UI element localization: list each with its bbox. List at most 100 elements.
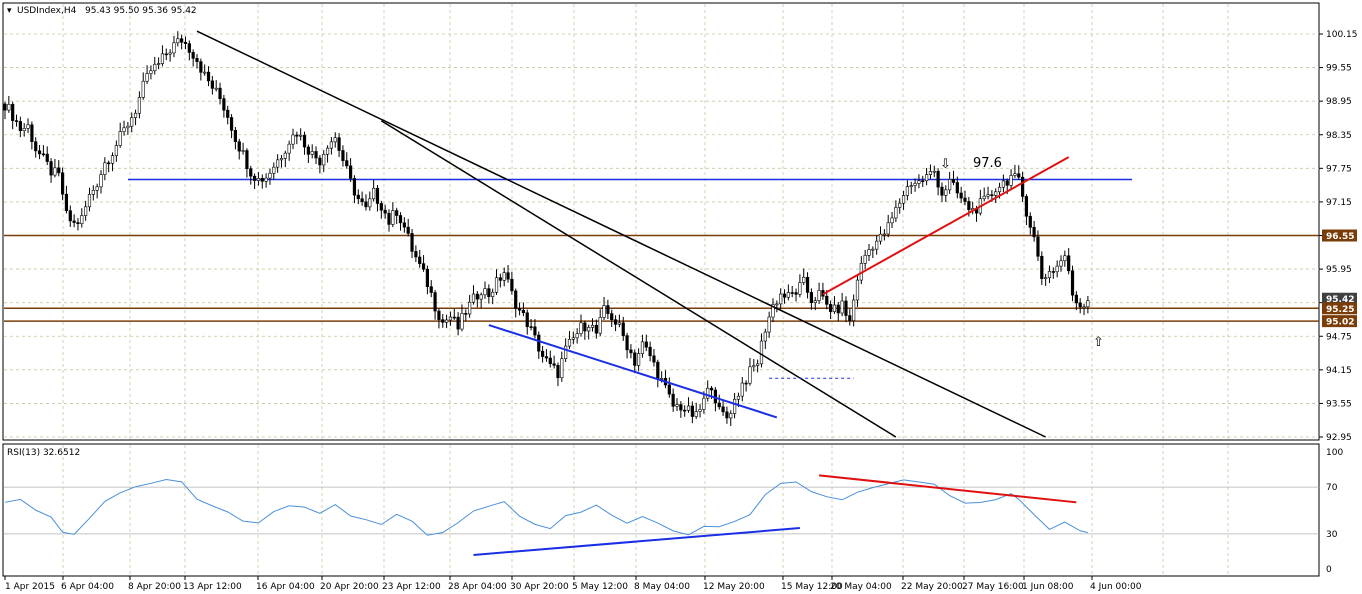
y-tick-label: 94.75: [1326, 332, 1352, 342]
price-candle: [402, 217, 406, 233]
rsi-layer: [4, 474, 1088, 556]
price-candle: [667, 377, 671, 398]
price-candle: [636, 348, 641, 372]
price-candle: [878, 226, 883, 245]
candle-body: [617, 322, 621, 325]
price-candle: [226, 105, 230, 125]
candle-body: [187, 43, 191, 53]
price-candle: [905, 180, 909, 201]
price-candle: [590, 318, 595, 332]
price-candle: [372, 179, 376, 202]
rsi-rising-support-line: [473, 527, 800, 556]
price-candle: [913, 178, 917, 192]
candle-body: [905, 186, 909, 196]
price-candle: [191, 49, 195, 67]
candle-body: [951, 179, 956, 183]
candle-body: [744, 382, 748, 385]
y-tick-label: 98.35: [1326, 131, 1352, 141]
price-candle: [790, 285, 794, 298]
candle-body: [698, 409, 702, 412]
candle-body: [740, 382, 744, 397]
candle-body: [805, 276, 810, 293]
x-tick-label: 15 May 12:00: [781, 582, 843, 592]
candle-body: [1059, 260, 1063, 267]
price-candle: [91, 185, 95, 201]
candle-body: [959, 192, 963, 199]
candle-body: [398, 215, 403, 224]
price-candle: [898, 198, 902, 214]
candle-body: [1001, 180, 1005, 188]
price-candle: [863, 249, 867, 270]
candle-body: [364, 201, 368, 208]
price-candle: [22, 123, 26, 137]
price-candle: [560, 351, 564, 382]
price-candle: [617, 314, 621, 328]
x-tick-label: 28 Apr 04:00: [448, 582, 507, 592]
price-candle: [122, 120, 126, 136]
candle-body: [87, 194, 92, 208]
price-candle: [571, 331, 575, 345]
x-tick-label: 16 Apr 04:00: [256, 582, 315, 592]
candle-body: [982, 195, 986, 200]
candle-body: [114, 145, 118, 157]
candle-body: [206, 71, 211, 82]
candle-body: [479, 294, 483, 300]
price-candle: [548, 350, 552, 368]
price-candle: [471, 285, 476, 305]
price-candle: [60, 167, 65, 201]
candle-body: [283, 152, 287, 159]
price-candle: [602, 296, 606, 321]
candle-body: [636, 353, 641, 366]
price-candle: [759, 333, 764, 368]
candle-body: [310, 151, 314, 155]
candle-body: [483, 288, 487, 296]
candle-body: [948, 179, 952, 191]
price-candle: [1070, 265, 1075, 302]
price-candle: [18, 116, 22, 138]
price-candle: [944, 185, 948, 202]
price-candle: [725, 406, 729, 424]
candle-body: [644, 341, 648, 348]
candle-body: [967, 201, 971, 211]
rising-wedge-line: [822, 156, 1070, 296]
candle-body: [629, 349, 633, 354]
price-candle: [7, 95, 11, 113]
price-candle: [621, 316, 625, 341]
candle-body: [279, 158, 284, 161]
price-candle: [345, 152, 349, 169]
price-candle: [460, 304, 464, 332]
price-candle: [713, 387, 717, 412]
candle-body: [180, 38, 184, 43]
price-candle: [418, 249, 422, 268]
price-candle: [732, 392, 737, 419]
candle-body: [825, 295, 829, 305]
y-tick-label: 97.75: [1326, 164, 1352, 174]
price-candle: [1001, 174, 1005, 193]
price-candle: [644, 334, 648, 352]
candle-body: [160, 53, 165, 64]
price-candle: [821, 282, 825, 300]
price-candle: [195, 54, 199, 69]
price-candle: [1040, 251, 1044, 285]
candle-body: [625, 335, 629, 351]
candle-body: [913, 183, 917, 186]
price-candle: [817, 282, 821, 305]
candle-body: [852, 299, 856, 322]
price-candle: [1063, 250, 1067, 267]
price-candle: [909, 181, 913, 195]
down-arrow-icon: ⇩: [940, 157, 951, 172]
candle-body: [172, 42, 176, 54]
price-candle: [1078, 298, 1082, 314]
candle-body: [990, 194, 994, 196]
candle-body: [763, 331, 767, 342]
candle-body: [375, 187, 380, 204]
price-candle: [694, 402, 698, 419]
candle-body: [506, 272, 510, 280]
peak-annotation-label: 97.6: [973, 156, 1002, 171]
candle-body: [260, 178, 264, 182]
candle-body: [798, 282, 802, 295]
candle-body: [229, 117, 234, 131]
price-candle: [748, 358, 752, 386]
price-candle: [1028, 212, 1032, 235]
